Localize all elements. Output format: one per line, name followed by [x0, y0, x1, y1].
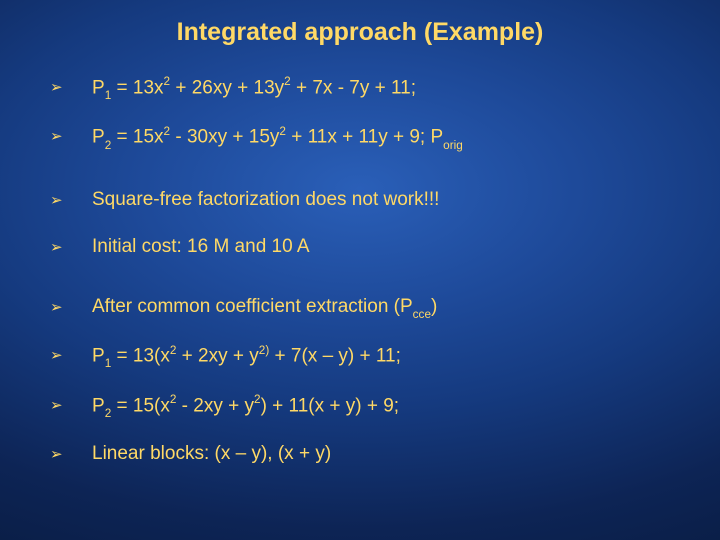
bullet-text: P2 = 15x2 - 30xy + 15y2 + 11x + 11y + 9;… — [92, 124, 463, 151]
bullet-row: ➢P2 = 15(x2 - 2xy + y2) + 11(x + y) + 9; — [50, 393, 670, 420]
spacer — [50, 420, 670, 442]
bullet-icon: ➢ — [50, 235, 92, 258]
bullet-text: Linear blocks: (x – y), (x + y) — [92, 442, 331, 467]
spacer — [50, 213, 670, 235]
bullet-text: P1 = 13(x2 + 2xy + y2) + 7(x – y) + 11; — [92, 343, 401, 370]
bullet-row: ➢Square-free factorization does not work… — [50, 188, 670, 213]
bullet-icon: ➢ — [50, 75, 92, 98]
bullet-icon: ➢ — [50, 188, 92, 211]
spacer — [50, 371, 670, 393]
slide: Integrated approach (Example) ➢P1 = 13x2… — [0, 0, 720, 540]
bullet-icon: ➢ — [50, 442, 92, 465]
bullet-row: ➢P2 = 15x2 - 30xy + 15y2 + 11x + 11y + 9… — [50, 124, 670, 151]
spacer — [50, 259, 670, 295]
bullet-text: Square-free factorization does not work!… — [92, 188, 439, 213]
bullet-text: Initial cost: 16 M and 10 A — [92, 235, 310, 260]
bullet-text: P2 = 15(x2 - 2xy + y2) + 11(x + y) + 9; — [92, 393, 399, 420]
spacer — [50, 321, 670, 343]
bullet-row: ➢Initial cost: 16 M and 10 A — [50, 235, 670, 260]
bullet-row: ➢P1 = 13x2 + 26xy + 13y2 + 7x - 7y + 11; — [50, 75, 670, 102]
bullet-icon: ➢ — [50, 393, 92, 416]
bullet-row: ➢P1 = 13(x2 + 2xy + y2) + 7(x – y) + 11; — [50, 343, 670, 370]
bullet-list: ➢P1 = 13x2 + 26xy + 13y2 + 7x - 7y + 11;… — [50, 75, 670, 467]
bullet-row: ➢Linear blocks: (x – y), (x + y) — [50, 442, 670, 467]
bullet-icon: ➢ — [50, 295, 92, 318]
spacer — [50, 102, 670, 124]
bullet-icon: ➢ — [50, 124, 92, 147]
bullet-text: After common coefficient extraction (Pcc… — [92, 295, 437, 321]
bullet-row: ➢After common coefficient extraction (Pc… — [50, 295, 670, 321]
bullet-text: P1 = 13x2 + 26xy + 13y2 + 7x - 7y + 11; — [92, 75, 416, 102]
bullet-icon: ➢ — [50, 343, 92, 366]
spacer — [50, 152, 670, 188]
slide-title: Integrated approach (Example) — [50, 18, 670, 47]
